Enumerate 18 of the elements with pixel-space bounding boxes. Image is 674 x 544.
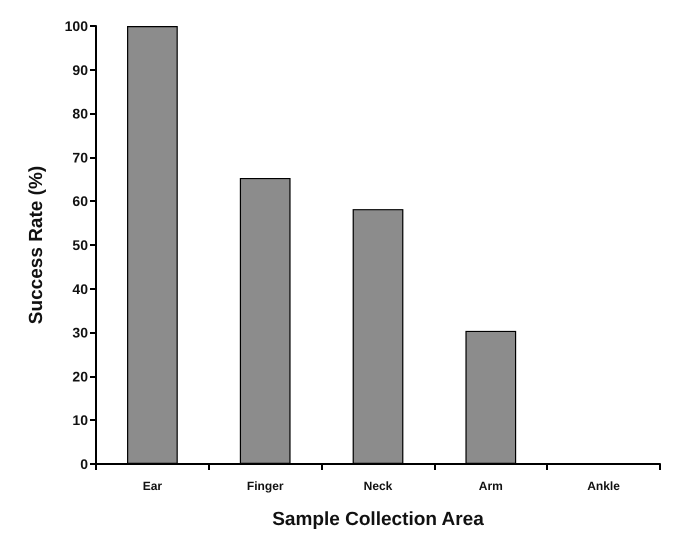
- y-tick-label: 0: [80, 456, 88, 472]
- y-tick-label: 30: [72, 324, 88, 341]
- y-axis-title: Success Rate (%): [26, 166, 47, 324]
- y-tick-label: 10: [72, 412, 88, 428]
- x-tick-label: Ear: [142, 479, 162, 493]
- y-tick-label: 40: [72, 280, 88, 297]
- x-axis-title: Sample Collection Area: [272, 509, 484, 530]
- y-tick-label: 20: [72, 368, 88, 384]
- y-tick-label: 100: [64, 18, 88, 34]
- x-tick-label: Ankle: [587, 479, 620, 493]
- x-tick-label: Arm: [478, 479, 503, 493]
- y-tick-label: 60: [72, 193, 88, 210]
- y-tick-label: 70: [72, 149, 88, 166]
- y-tick-label: 50: [72, 237, 88, 253]
- x-tick-label: Neck: [364, 479, 393, 493]
- x-tick-label: Finger: [246, 479, 284, 493]
- y-tick-label: 80: [72, 106, 88, 122]
- y-tick-label: 90: [72, 62, 88, 78]
